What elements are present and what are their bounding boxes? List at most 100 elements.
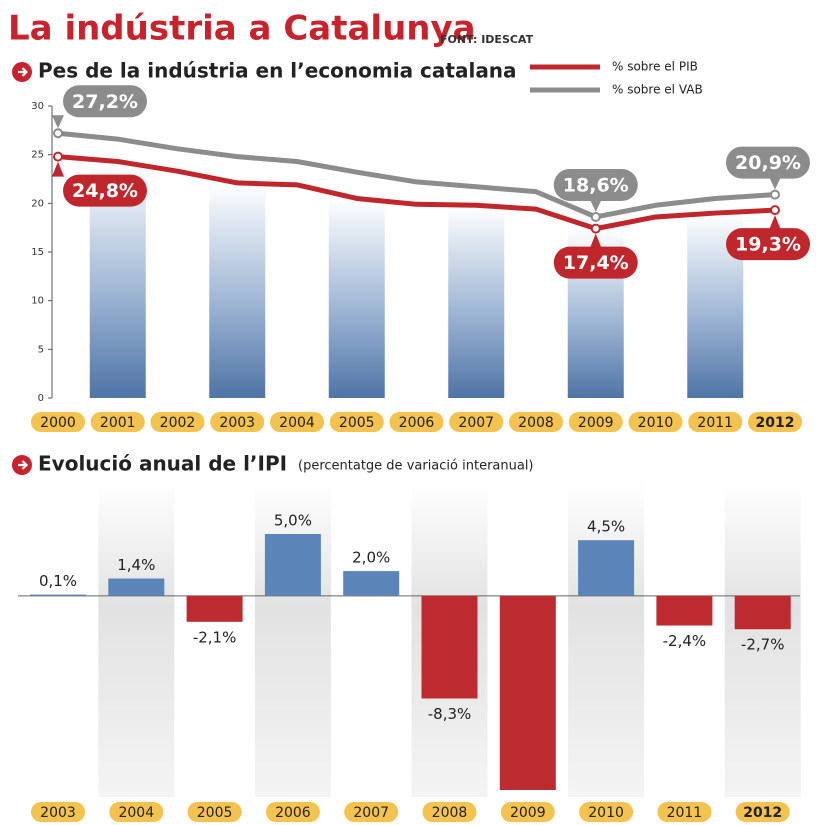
chart-subtitle: (percentatge de variació interanual) — [298, 459, 534, 474]
x-tick-label: 2010 — [588, 805, 624, 821]
value-label: 20,9% — [735, 152, 801, 174]
year-pill — [265, 802, 320, 822]
year-pill — [187, 802, 242, 822]
year-pill — [329, 412, 384, 432]
y-tick-label: 15 — [31, 247, 44, 258]
source: FONT: IDESCAT — [440, 33, 534, 46]
y-tick-label: 5 — [38, 344, 44, 355]
value-label: 5,0% — [274, 512, 312, 530]
x-tick-label: 2006 — [399, 415, 435, 431]
chart-title: Pes de la indústria en l’economia catala… — [38, 59, 517, 83]
label-pointer — [52, 115, 64, 129]
value-label: 19,3% — [735, 234, 801, 256]
year-pill — [389, 412, 444, 432]
point — [53, 151, 63, 162]
bar — [578, 540, 635, 596]
value-label-bg — [726, 146, 810, 179]
x-tick-label: 2012 — [743, 805, 782, 821]
label-pointer — [769, 215, 781, 231]
year-pill — [150, 412, 205, 432]
bar — [186, 595, 243, 622]
value-label: 27,2% — [72, 91, 138, 113]
year-pill — [90, 412, 145, 432]
value-label: 24,8% — [72, 180, 138, 202]
value-label-bg — [63, 174, 147, 207]
year-pill — [579, 802, 634, 822]
bar — [30, 594, 86, 596]
year-pill — [344, 802, 399, 822]
label-pointer — [589, 198, 602, 212]
background-stripe — [568, 482, 645, 797]
year-pill — [31, 802, 85, 822]
value-label: -2,7% — [741, 636, 785, 654]
value-label: 18,6% — [563, 174, 629, 196]
bar — [421, 595, 478, 699]
value-label: -8,3% — [428, 705, 472, 723]
bar — [108, 578, 165, 596]
value-label: 17,4% — [563, 252, 629, 274]
x-tick-label: 2010 — [638, 415, 674, 431]
year-pill — [270, 412, 324, 432]
bullet-arrow — [18, 460, 29, 470]
year-pill — [109, 802, 164, 822]
x-tick-label: 2005 — [339, 415, 375, 431]
background-column — [448, 205, 505, 398]
x-tick-label: 2011 — [667, 805, 703, 821]
value-label: 2,0% — [352, 549, 390, 567]
x-tick-label: 2004 — [118, 805, 154, 821]
value-label-bg — [63, 85, 147, 118]
series-line — [57, 130, 776, 220]
bar — [656, 595, 713, 626]
y-tick-label: 30 — [31, 101, 44, 112]
x-tick-label: 2002 — [160, 415, 196, 431]
x-tick-label: 2001 — [100, 415, 136, 431]
x-tick-label: 2009 — [510, 805, 546, 821]
bar — [499, 595, 556, 790]
year-pill — [628, 412, 683, 432]
x-tick-label: 2006 — [275, 805, 311, 821]
label-pointer — [589, 233, 602, 249]
point — [770, 205, 780, 216]
background-stripe — [724, 482, 801, 797]
value-label-bg — [553, 246, 638, 279]
year-pill — [657, 802, 712, 822]
legend-label: % sobre el PIB — [612, 60, 698, 74]
y-tick-label: 25 — [31, 150, 44, 161]
background-column — [209, 182, 266, 398]
year-pill — [31, 412, 85, 432]
value-label: 1,4% — [117, 556, 155, 574]
series-line — [57, 154, 776, 232]
y-tick-label: 0 — [38, 393, 44, 404]
x-tick-label: 2012 — [756, 415, 795, 431]
point — [590, 211, 601, 222]
bar — [734, 595, 791, 630]
value-label: 0,1% — [39, 572, 77, 590]
value-label: -2,1% — [193, 628, 237, 646]
value-label: -2,4% — [663, 632, 707, 650]
point — [53, 128, 63, 139]
year-pill — [422, 802, 477, 822]
chart-title: Evolució anual de l’IPI — [38, 452, 287, 476]
x-tick-label: 2003 — [40, 805, 76, 821]
year-pill — [735, 802, 790, 822]
year-pill — [449, 412, 504, 432]
title: La indústria a Catalunya — [8, 9, 476, 49]
label-pointer — [52, 161, 64, 177]
year-pill — [568, 412, 623, 432]
point — [770, 189, 780, 200]
x-tick-label: 2007 — [353, 805, 389, 821]
bar — [343, 571, 400, 596]
y-tick-label: 20 — [31, 198, 44, 209]
x-tick-label: 2011 — [697, 415, 733, 431]
bar — [264, 534, 321, 596]
x-tick-label: 2008 — [432, 805, 468, 821]
value-label: 4,5% — [587, 518, 625, 536]
value-label-bg — [553, 168, 638, 201]
background-stripe — [98, 482, 175, 797]
x-tick-label: 2009 — [578, 415, 614, 431]
background-column — [328, 198, 385, 398]
year-pill — [509, 412, 563, 432]
bullet-arrow — [18, 67, 29, 77]
x-tick-label: 2003 — [219, 415, 255, 431]
